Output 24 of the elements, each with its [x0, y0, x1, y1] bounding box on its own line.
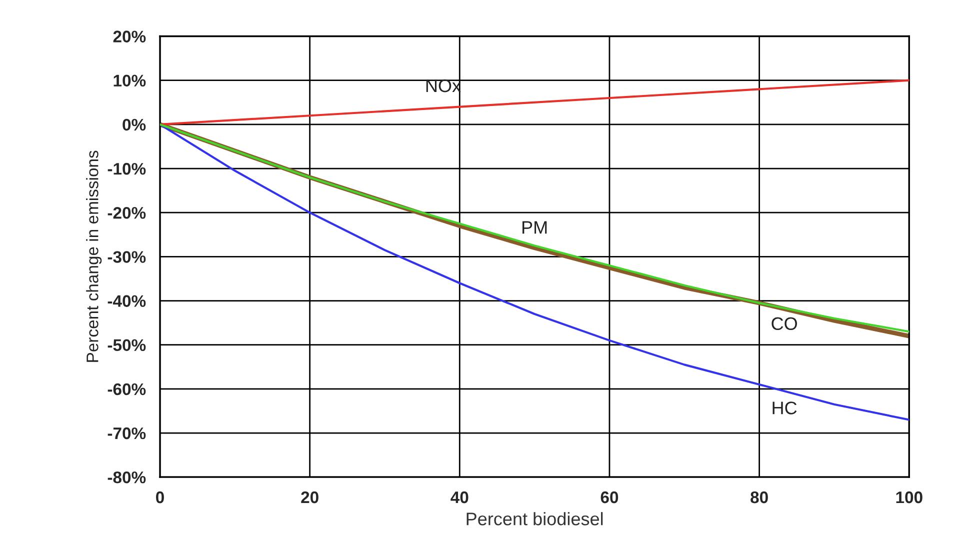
series-label: CO — [772, 317, 797, 330]
x-tick-label: 40 — [450, 491, 468, 504]
y-tick-label: -50% — [108, 339, 146, 352]
y-tick-label: -10% — [108, 162, 146, 175]
y-tick-label: 0% — [122, 118, 146, 131]
y-tick-label: -80% — [108, 471, 146, 484]
x-axis-title: Percent biodiesel — [466, 512, 603, 526]
series-label: PM — [522, 221, 547, 234]
y-tick-label: 10% — [114, 74, 146, 87]
y-tick-label: -40% — [108, 295, 146, 307]
x-tick-label: 0 — [156, 491, 164, 504]
y-axis-title: Percent change in emissions — [86, 150, 102, 362]
y-tick-label: -60% — [108, 383, 146, 396]
x-tick-label: 100 — [896, 491, 922, 504]
line-series — [160, 79, 910, 126]
x-tick-label: 80 — [750, 491, 768, 504]
y-tick-label: 20% — [113, 30, 146, 42]
y-tick-label: -20% — [108, 207, 146, 219]
x-tick-label: 20 — [301, 491, 318, 504]
x-tick-label: 60 — [600, 491, 618, 504]
y-tick-label: -70% — [108, 427, 146, 440]
line-series — [160, 123, 910, 421]
series-label: HC — [772, 402, 797, 414]
y-tick-label: -30% — [108, 251, 146, 263]
